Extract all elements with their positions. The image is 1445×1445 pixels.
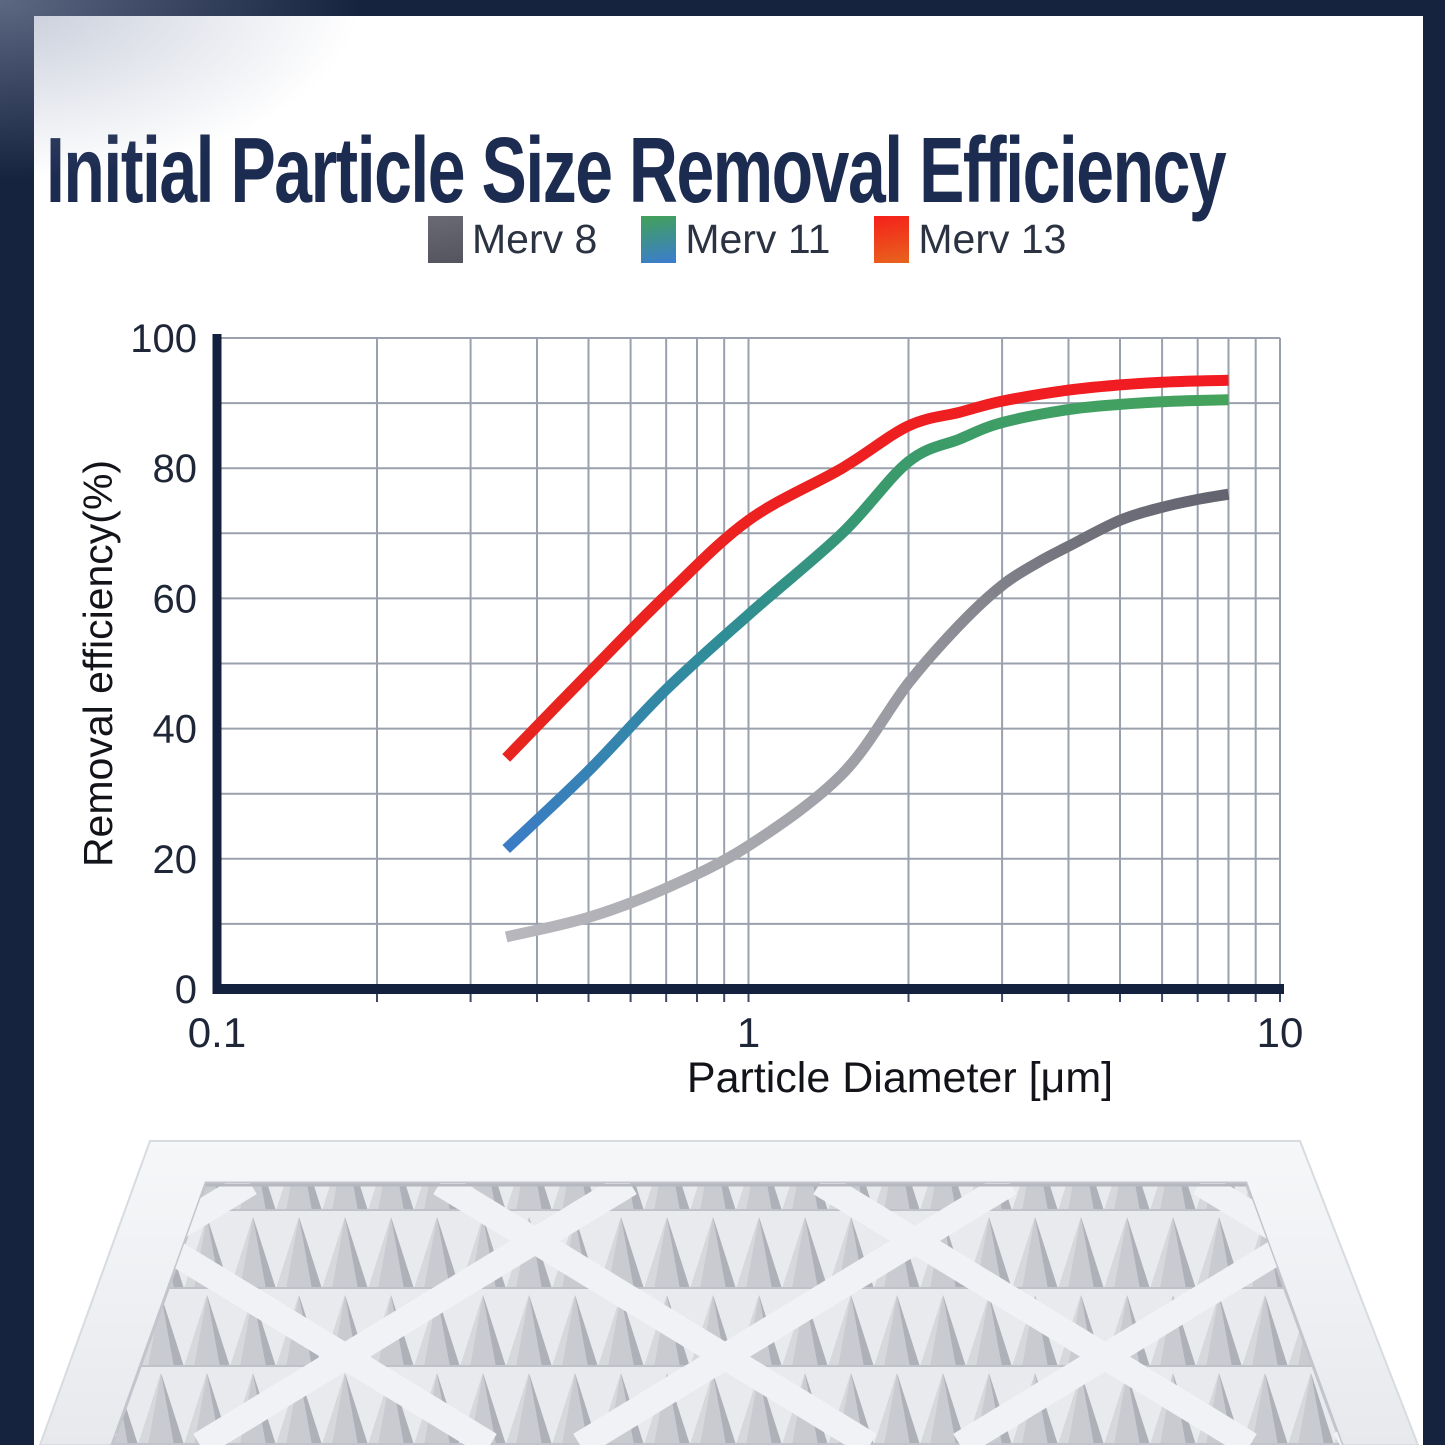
x-tick-label: 10	[1257, 1009, 1304, 1056]
x-tick-label: 1	[737, 1009, 760, 1056]
legend-label: Merv 8	[472, 216, 598, 262]
legend-label: Merv 13	[918, 216, 1067, 262]
merv8-color-swatch	[428, 216, 463, 263]
legend-label: Merv 11	[685, 216, 831, 262]
y-tick-label: 80	[153, 447, 198, 491]
y-tick-label: 40	[153, 708, 198, 752]
legend-item-merv8: Merv 8	[428, 216, 597, 263]
chart-legend: Merv 8 Merv 11 Merv 13	[428, 216, 1066, 263]
legend-item-merv13: Merv 13	[874, 216, 1066, 263]
air-filter-photo	[38, 1140, 1420, 1445]
x-tick-marks	[375, 994, 1281, 1002]
y-tick-label: 100	[130, 317, 197, 361]
legend-item-merv11: Merv 11	[641, 216, 830, 263]
page-title: Initial Particle Size Removal Efficiency	[46, 118, 1227, 223]
merv13-color-swatch	[874, 216, 910, 263]
x-tick-label: 0.1	[188, 1009, 246, 1056]
merv11-color-swatch	[641, 216, 677, 263]
x-axis-label: Particle Diameter [μm]	[687, 1054, 1113, 1102]
y-tick-label: 60	[153, 577, 198, 621]
y-tick-label: 0	[175, 968, 197, 1012]
y-tick-label: 20	[153, 838, 198, 882]
grid	[217, 337, 1281, 989]
y-axis-label: Removal efficiency(%)	[75, 460, 121, 867]
